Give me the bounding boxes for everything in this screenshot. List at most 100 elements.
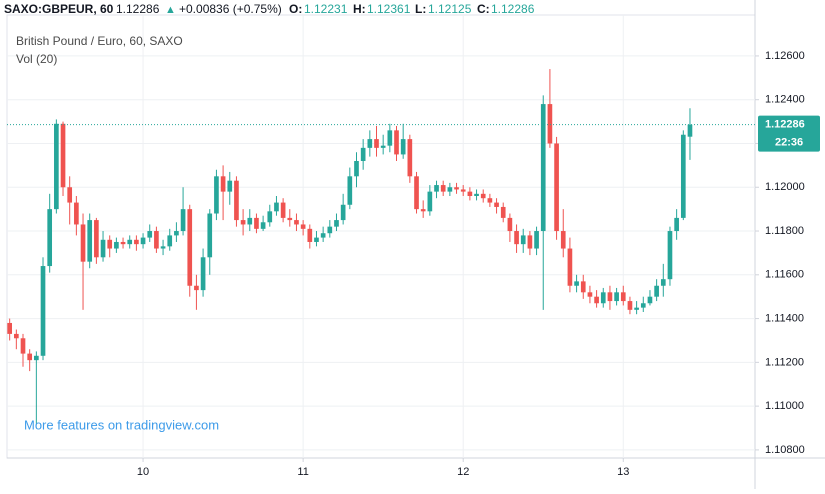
- price-tag: 1.12286: [765, 119, 805, 131]
- candle-body: [534, 231, 539, 249]
- candle-body: [220, 176, 226, 192]
- candle-body: [367, 139, 373, 148]
- candle-body: [207, 213, 213, 258]
- y-tick-label: 1.11200: [765, 356, 804, 368]
- header-h-label: H:: [353, 2, 366, 16]
- candle-body: [140, 237, 146, 245]
- candle-body: [287, 217, 293, 221]
- header-last: 1.12286: [116, 2, 160, 16]
- candle-body: [574, 281, 579, 286]
- candle-body: [347, 176, 353, 205]
- candle-body: [300, 224, 306, 229]
- candle-body: [80, 224, 86, 262]
- indicator-label: Vol (20): [16, 52, 57, 66]
- candle-body: [494, 202, 499, 207]
- candle-body: [234, 180, 239, 221]
- candle-body: [460, 189, 466, 192]
- candle-body: [34, 355, 39, 361]
- candle-body: [87, 220, 93, 262]
- candle-body: [647, 296, 653, 304]
- candle-body: [94, 220, 99, 258]
- candle-body: [480, 193, 486, 199]
- candle-body: [440, 185, 446, 192]
- candle-body: [280, 202, 286, 218]
- candle-body: [134, 239, 139, 245]
- candle-body: [27, 353, 33, 361]
- header-change: +0.00836 (+0.75%): [179, 2, 282, 16]
- candle-body: [54, 123, 59, 210]
- candle-body: [400, 139, 406, 155]
- y-tick-label: 1.12600: [765, 50, 805, 62]
- y-tick-label: 1.11600: [765, 269, 804, 281]
- candle-body: [267, 211, 273, 223]
- candle-body: [507, 217, 513, 232]
- chart-title: British Pound / Euro, 60, SAXO: [16, 34, 183, 48]
- candle-body: [614, 292, 619, 302]
- plot-frame: [6, 14, 756, 459]
- candle-body: [634, 307, 639, 310]
- candle-body: [500, 206, 506, 218]
- header-h: 1.12361: [367, 2, 411, 16]
- candle-body: [654, 285, 659, 297]
- candle-body: [60, 123, 66, 188]
- candle-body: [187, 209, 193, 286]
- candle-body: [74, 202, 79, 225]
- y-tick-label: 1.12400: [765, 94, 805, 106]
- candle-body: [327, 226, 333, 234]
- candle-body: [294, 220, 299, 225]
- watermark-link[interactable]: More features on tradingview.com: [24, 417, 219, 432]
- candle-body: [160, 246, 166, 249]
- candle-body: [514, 231, 519, 245]
- candle-body: [254, 217, 259, 229]
- candle-body: [127, 239, 133, 245]
- candle-body: [407, 139, 413, 177]
- candle-body: [320, 233, 326, 238]
- candle-body: [374, 139, 379, 148]
- header-l: 1.12125: [428, 2, 472, 16]
- candle-body: [560, 231, 566, 249]
- candle-body: [147, 231, 153, 238]
- candle-body: [240, 220, 246, 225]
- candle-body: [180, 209, 186, 232]
- candle-body: [527, 235, 533, 249]
- y-tick-label: 1.11000: [765, 400, 804, 412]
- candle-body: [414, 176, 419, 210]
- y-tick-label: 1.12000: [765, 181, 805, 193]
- candle-body: [620, 292, 626, 302]
- candle-body: [447, 187, 453, 192]
- x-tick-label: 10: [137, 466, 149, 478]
- candle-body: [174, 231, 179, 236]
- candle-body: [214, 176, 219, 214]
- x-tick-label: 13: [617, 466, 629, 478]
- candle-body: [107, 239, 113, 249]
- candle-body: [687, 124, 693, 137]
- candle-body: [200, 257, 206, 291]
- candle-body: [467, 191, 473, 197]
- candle-body: [154, 231, 159, 249]
- candle-body: [554, 143, 559, 232]
- candle-body: [667, 231, 673, 280]
- candle-body: [594, 296, 599, 304]
- candle-body: [360, 147, 366, 161]
- candle-body: [587, 292, 593, 297]
- y-tick-label: 1.11800: [765, 225, 804, 237]
- candle-body: [427, 191, 433, 212]
- candle-body: [354, 160, 359, 177]
- candle-body: [640, 303, 646, 308]
- candle-body: [114, 241, 119, 249]
- candle-body: [394, 130, 399, 155]
- candle-body: [520, 235, 526, 245]
- candle-body: [47, 209, 53, 267]
- header-c: 1.12286: [491, 2, 535, 16]
- header-o-label: O:: [289, 2, 302, 16]
- candle-body: [540, 104, 546, 232]
- x-tick-label: 12: [457, 466, 469, 478]
- candle-body: [14, 333, 19, 339]
- candle-body: [454, 187, 459, 190]
- candle-body: [580, 281, 586, 293]
- candle-body: [420, 209, 426, 212]
- header-arrow: ▲: [165, 4, 176, 16]
- candle-body: [167, 235, 173, 247]
- candle-body: [387, 130, 393, 146]
- candle-body: [40, 266, 46, 356]
